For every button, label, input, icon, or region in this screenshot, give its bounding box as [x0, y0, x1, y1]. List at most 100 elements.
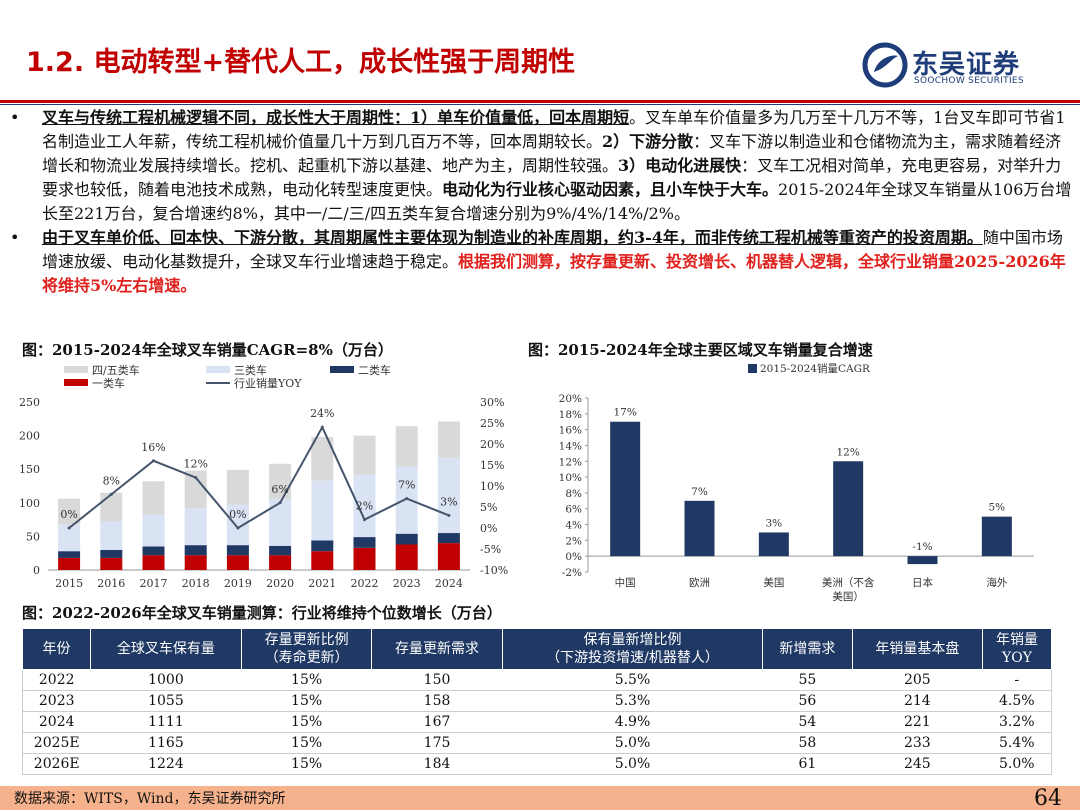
x-tick-label: 美国）: [832, 590, 864, 603]
yoy-data-label: 0%: [60, 508, 77, 521]
bullet-1-run-4: ：叉车下游以制造业和仓储物流为主，需求随着经济增长和物流业发展持续增长。挖机、起…: [42, 132, 1062, 175]
bar: [907, 556, 938, 565]
bullet-2-run-2: 随中国市场增速放缓、电动化基数提升，全球叉车行业增速趋于稳定。: [42, 228, 1063, 271]
table-header-cell: 年销量基本盘: [851, 628, 984, 670]
table-cell: 205: [852, 669, 983, 691]
bar-segment: [58, 524, 81, 552]
table-header-cell: 年份: [22, 628, 91, 670]
legend-label: 三类车: [234, 363, 267, 377]
table-cell: 15%: [241, 711, 372, 733]
bar-segment: [437, 421, 460, 458]
bar-segment: [184, 555, 207, 570]
table-cell: 1111: [90, 711, 242, 733]
bullet-2: • 由于叉车单价低、回本快、下游分散，其周期属性主要体现为制造业的补库周期，约3-…: [10, 226, 1072, 298]
bullet-1-run-8: 2015-2024年全球叉车销量从106万台增长至221万台，复合增速约8%，其…: [42, 180, 1072, 223]
table-cell: 61: [762, 753, 853, 775]
bar-segment: [269, 463, 292, 499]
yoy-data-label: 6%: [271, 483, 288, 496]
bullet-list: • 叉车与传统工程机械逻辑不同，成长性大于周期性：1）单车价值量低，回本周期短。叉…: [10, 106, 1072, 298]
table-cell: 2026E: [22, 753, 91, 775]
table-cell: 54: [762, 711, 853, 733]
table-cell: 15%: [241, 753, 372, 775]
x-tick-label: 2017: [140, 577, 168, 590]
bar: [610, 421, 641, 557]
bar-data-label: 17%: [613, 407, 636, 419]
region-cagr-chart: -2% 0% 2% 4% 6% 8% 10% 12% 14% 16% 18% 20% 17% 中国 7% 欧洲…: [559, 362, 1034, 603]
logo-mark-icon: [862, 42, 908, 88]
bar-segment: [311, 436, 334, 481]
y-right-tick-label: 10%: [480, 480, 504, 493]
bar-segment: [100, 549, 123, 558]
y-left-tick-label: 100: [19, 497, 40, 510]
y-tick-label: 16%: [559, 425, 582, 437]
table-cell: 184: [371, 753, 503, 775]
yoy-point: [447, 513, 451, 517]
bullet-1: • 叉车与传统工程机械逻辑不同，成长性大于周期性：1）单车价值量低，回本周期短。叉…: [10, 106, 1072, 226]
table-cell: 245: [852, 753, 983, 775]
bar-segment: [311, 551, 334, 570]
table-cell: 150: [371, 669, 503, 691]
bullet-1-run-7: 电动化为行业核心驱动因素，且小车快于大车。: [442, 180, 779, 199]
bar-segment: [100, 557, 123, 570]
table-cell: 15%: [241, 669, 372, 691]
bar-segment: [58, 551, 81, 558]
legend-label: 四/五类车: [92, 363, 140, 377]
table-cell: 3.2%: [982, 711, 1052, 733]
bar-data-label: 5%: [988, 502, 1005, 514]
bar-segment: [58, 498, 81, 525]
y-left-tick-label: 0: [33, 564, 40, 577]
bar-segment: [226, 545, 249, 556]
x-tick-label: 美洲（不含: [822, 576, 875, 589]
bar-segment: [184, 470, 207, 509]
figure1-caption: 图：2015-2024年全球叉车销量CAGR=8%（万台）: [22, 341, 393, 359]
bar-data-label: -1%: [912, 541, 932, 553]
y-right-tick-label: 15%: [480, 459, 504, 472]
x-tick-label: 2023: [393, 577, 421, 590]
legend-swatch: [748, 364, 757, 373]
y-left-tick-label: 250: [19, 396, 40, 409]
table-row: 2022 1000 15% 150 5.5% 55 205-: [22, 669, 1052, 691]
table-cell: 1000: [90, 669, 242, 691]
table-header-cell: 年销量 YOY: [982, 628, 1052, 670]
bar: [758, 532, 789, 557]
table-cell: 5.0%: [502, 732, 763, 754]
y-tick-label: 14%: [559, 440, 582, 452]
table-cell: 15%: [241, 690, 372, 712]
yoy-data-label: 0%: [229, 508, 246, 521]
table-cell: 167: [371, 711, 503, 733]
bar-segment: [142, 555, 165, 570]
page-title: 1.2. 电动转型+替代人工，成长性强于周期性: [26, 47, 576, 78]
x-tick-label: 2019: [224, 577, 252, 590]
y-tick-label: 18%: [559, 409, 582, 421]
y-left-tick-label: 50: [26, 530, 40, 543]
table-cell: 158: [371, 690, 503, 712]
page-number: 64: [1034, 786, 1062, 811]
table-row: 2023 1055 15% 158 5.3% 56 214 4.5%: [22, 690, 1052, 712]
y-right-tick-label: 5%: [480, 501, 497, 514]
yoy-point: [363, 518, 366, 522]
bar: [833, 461, 864, 557]
bar-segment: [100, 521, 123, 550]
table-cell: 15%: [241, 732, 372, 754]
x-tick-label: 2024: [435, 577, 463, 590]
bar-segment: [395, 426, 418, 467]
yoy-data-label: 8%: [103, 474, 120, 487]
x-tick-label: 日本: [912, 576, 933, 589]
y-tick-label: 20%: [559, 393, 582, 405]
yoy-point: [320, 425, 324, 429]
yoy-data-label: 3%: [440, 495, 457, 508]
bar-segment: [184, 545, 207, 556]
yoy-line: [68, 424, 450, 530]
legend-swatch: [64, 379, 88, 386]
bar-segment: [437, 533, 460, 544]
logo-chinese-name: 东吴证券: [912, 50, 1021, 80]
yoy-point: [194, 476, 198, 480]
table-header-cell: 存量更新需求: [371, 628, 503, 670]
table-cell: 2024: [22, 711, 91, 733]
forecast-table: 年份 全球叉车保有量 存量更新比例 （寿命更新） 存量更新需求 保有量新增比例 （下游投资增…: [22, 628, 1052, 775]
yoy-point: [109, 492, 113, 496]
bar-segment: [311, 540, 334, 552]
table-cell: 2023: [22, 690, 91, 712]
table-cell: 4.9%: [502, 711, 763, 733]
legend-swatch: [330, 366, 354, 373]
